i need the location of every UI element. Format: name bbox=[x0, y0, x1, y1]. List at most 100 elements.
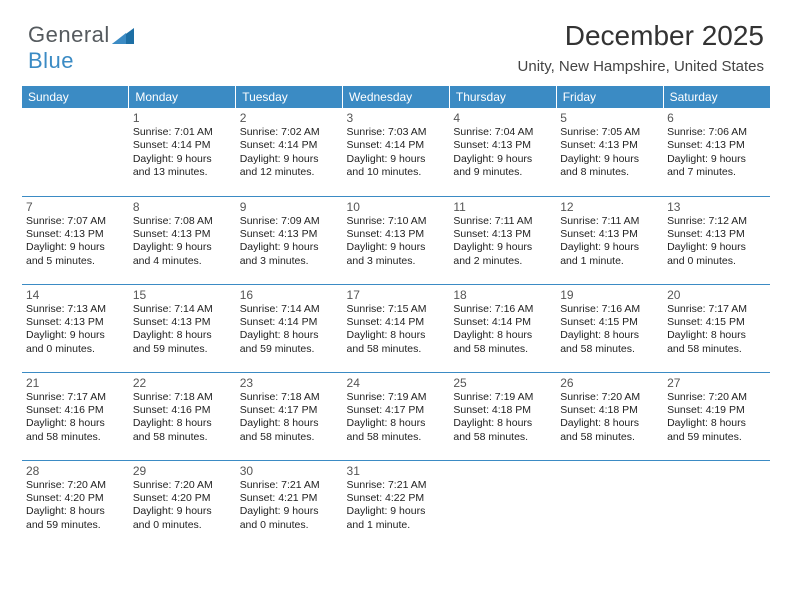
day-number: 18 bbox=[453, 288, 552, 302]
daylight-text: Daylight: 8 hours and 59 minutes. bbox=[133, 329, 232, 356]
day-info: Sunrise: 7:15 AMSunset: 4:14 PMDaylight:… bbox=[347, 303, 446, 357]
day-number: 26 bbox=[560, 376, 659, 390]
sunrise-text: Sunrise: 7:05 AM bbox=[560, 126, 659, 139]
calendar-day-cell: 19Sunrise: 7:16 AMSunset: 4:15 PMDayligh… bbox=[556, 284, 663, 372]
daylight-text: Daylight: 9 hours and 0 minutes. bbox=[133, 505, 232, 532]
day-number: 24 bbox=[347, 376, 446, 390]
sunset-text: Sunset: 4:15 PM bbox=[560, 316, 659, 329]
calendar-week-row: 14Sunrise: 7:13 AMSunset: 4:13 PMDayligh… bbox=[22, 284, 770, 372]
calendar-day-cell: 8Sunrise: 7:08 AMSunset: 4:13 PMDaylight… bbox=[129, 196, 236, 284]
sunset-text: Sunset: 4:13 PM bbox=[453, 139, 552, 152]
day-info: Sunrise: 7:21 AMSunset: 4:21 PMDaylight:… bbox=[240, 479, 339, 533]
day-number: 3 bbox=[347, 111, 446, 125]
daylight-text: Daylight: 9 hours and 8 minutes. bbox=[560, 153, 659, 180]
day-info: Sunrise: 7:17 AMSunset: 4:15 PMDaylight:… bbox=[667, 303, 766, 357]
calendar-day-cell: 13Sunrise: 7:12 AMSunset: 4:13 PMDayligh… bbox=[663, 196, 770, 284]
daylight-text: Daylight: 9 hours and 7 minutes. bbox=[667, 153, 766, 180]
logo-text-1: General bbox=[28, 22, 110, 47]
calendar-day-cell: 14Sunrise: 7:13 AMSunset: 4:13 PMDayligh… bbox=[22, 284, 129, 372]
daylight-text: Daylight: 8 hours and 59 minutes. bbox=[667, 417, 766, 444]
day-info: Sunrise: 7:04 AMSunset: 4:13 PMDaylight:… bbox=[453, 126, 552, 180]
sunset-text: Sunset: 4:17 PM bbox=[347, 404, 446, 417]
daylight-text: Daylight: 8 hours and 58 minutes. bbox=[347, 329, 446, 356]
day-info: Sunrise: 7:20 AMSunset: 4:20 PMDaylight:… bbox=[133, 479, 232, 533]
day-number: 20 bbox=[667, 288, 766, 302]
weekday-header: Saturday bbox=[663, 86, 770, 108]
day-number: 22 bbox=[133, 376, 232, 390]
sunset-text: Sunset: 4:13 PM bbox=[347, 228, 446, 241]
sunset-text: Sunset: 4:13 PM bbox=[26, 316, 125, 329]
sunset-text: Sunset: 4:18 PM bbox=[560, 404, 659, 417]
sunrise-text: Sunrise: 7:10 AM bbox=[347, 215, 446, 228]
day-info: Sunrise: 7:02 AMSunset: 4:14 PMDaylight:… bbox=[240, 126, 339, 180]
logo-triangle-icon bbox=[112, 28, 134, 44]
daylight-text: Daylight: 9 hours and 3 minutes. bbox=[347, 241, 446, 268]
sunrise-text: Sunrise: 7:18 AM bbox=[133, 391, 232, 404]
daylight-text: Daylight: 9 hours and 13 minutes. bbox=[133, 153, 232, 180]
calendar-day-cell: 4Sunrise: 7:04 AMSunset: 4:13 PMDaylight… bbox=[449, 108, 556, 196]
weekday-header: Wednesday bbox=[343, 86, 450, 108]
day-info: Sunrise: 7:11 AMSunset: 4:13 PMDaylight:… bbox=[453, 215, 552, 269]
sunset-text: Sunset: 4:20 PM bbox=[133, 492, 232, 505]
sunset-text: Sunset: 4:19 PM bbox=[667, 404, 766, 417]
day-info: Sunrise: 7:11 AMSunset: 4:13 PMDaylight:… bbox=[560, 215, 659, 269]
brand-logo: General Blue bbox=[28, 22, 134, 74]
sunset-text: Sunset: 4:14 PM bbox=[347, 139, 446, 152]
logo-text-2: Blue bbox=[28, 48, 74, 73]
daylight-text: Daylight: 8 hours and 58 minutes. bbox=[560, 417, 659, 444]
day-info: Sunrise: 7:14 AMSunset: 4:13 PMDaylight:… bbox=[133, 303, 232, 357]
daylight-text: Daylight: 8 hours and 58 minutes. bbox=[667, 329, 766, 356]
sunrise-text: Sunrise: 7:20 AM bbox=[667, 391, 766, 404]
day-info: Sunrise: 7:16 AMSunset: 4:14 PMDaylight:… bbox=[453, 303, 552, 357]
daylight-text: Daylight: 9 hours and 1 minute. bbox=[560, 241, 659, 268]
sunrise-text: Sunrise: 7:11 AM bbox=[560, 215, 659, 228]
sunrise-text: Sunrise: 7:01 AM bbox=[133, 126, 232, 139]
daylight-text: Daylight: 8 hours and 58 minutes. bbox=[453, 329, 552, 356]
day-info: Sunrise: 7:16 AMSunset: 4:15 PMDaylight:… bbox=[560, 303, 659, 357]
day-info: Sunrise: 7:06 AMSunset: 4:13 PMDaylight:… bbox=[667, 126, 766, 180]
daylight-text: Daylight: 8 hours and 58 minutes. bbox=[26, 417, 125, 444]
day-info: Sunrise: 7:20 AMSunset: 4:18 PMDaylight:… bbox=[560, 391, 659, 445]
day-number: 13 bbox=[667, 200, 766, 214]
sunrise-text: Sunrise: 7:11 AM bbox=[453, 215, 552, 228]
calendar-day-cell: 21Sunrise: 7:17 AMSunset: 4:16 PMDayligh… bbox=[22, 372, 129, 460]
day-number: 14 bbox=[26, 288, 125, 302]
sunset-text: Sunset: 4:13 PM bbox=[667, 228, 766, 241]
day-info: Sunrise: 7:19 AMSunset: 4:17 PMDaylight:… bbox=[347, 391, 446, 445]
calendar-day-cell: 12Sunrise: 7:11 AMSunset: 4:13 PMDayligh… bbox=[556, 196, 663, 284]
day-info: Sunrise: 7:14 AMSunset: 4:14 PMDaylight:… bbox=[240, 303, 339, 357]
day-number: 11 bbox=[453, 200, 552, 214]
sunset-text: Sunset: 4:16 PM bbox=[133, 404, 232, 417]
sunset-text: Sunset: 4:17 PM bbox=[240, 404, 339, 417]
daylight-text: Daylight: 8 hours and 58 minutes. bbox=[453, 417, 552, 444]
daylight-text: Daylight: 9 hours and 1 minute. bbox=[347, 505, 446, 532]
sunset-text: Sunset: 4:21 PM bbox=[240, 492, 339, 505]
day-number: 23 bbox=[240, 376, 339, 390]
day-info: Sunrise: 7:05 AMSunset: 4:13 PMDaylight:… bbox=[560, 126, 659, 180]
calendar-day-cell: 3Sunrise: 7:03 AMSunset: 4:14 PMDaylight… bbox=[343, 108, 450, 196]
calendar-day-cell: 28Sunrise: 7:20 AMSunset: 4:20 PMDayligh… bbox=[22, 460, 129, 548]
calendar-week-row: 1Sunrise: 7:01 AMSunset: 4:14 PMDaylight… bbox=[22, 108, 770, 196]
weekday-header: Sunday bbox=[22, 86, 129, 108]
sunrise-text: Sunrise: 7:21 AM bbox=[347, 479, 446, 492]
calendar-day-cell: 6Sunrise: 7:06 AMSunset: 4:13 PMDaylight… bbox=[663, 108, 770, 196]
day-number: 30 bbox=[240, 464, 339, 478]
day-info: Sunrise: 7:07 AMSunset: 4:13 PMDaylight:… bbox=[26, 215, 125, 269]
day-number: 28 bbox=[26, 464, 125, 478]
sunset-text: Sunset: 4:16 PM bbox=[26, 404, 125, 417]
daylight-text: Daylight: 9 hours and 0 minutes. bbox=[240, 505, 339, 532]
day-number: 31 bbox=[347, 464, 446, 478]
day-number: 15 bbox=[133, 288, 232, 302]
daylight-text: Daylight: 8 hours and 58 minutes. bbox=[240, 417, 339, 444]
daylight-text: Daylight: 9 hours and 12 minutes. bbox=[240, 153, 339, 180]
sunrise-text: Sunrise: 7:21 AM bbox=[240, 479, 339, 492]
day-number: 25 bbox=[453, 376, 552, 390]
daylight-text: Daylight: 8 hours and 59 minutes. bbox=[240, 329, 339, 356]
sunset-text: Sunset: 4:13 PM bbox=[560, 228, 659, 241]
daylight-text: Daylight: 8 hours and 58 minutes. bbox=[560, 329, 659, 356]
calendar-day-cell: 30Sunrise: 7:21 AMSunset: 4:21 PMDayligh… bbox=[236, 460, 343, 548]
daylight-text: Daylight: 9 hours and 3 minutes. bbox=[240, 241, 339, 268]
calendar-table: Sunday Monday Tuesday Wednesday Thursday… bbox=[22, 86, 770, 548]
sunrise-text: Sunrise: 7:19 AM bbox=[347, 391, 446, 404]
day-info: Sunrise: 7:03 AMSunset: 4:14 PMDaylight:… bbox=[347, 126, 446, 180]
